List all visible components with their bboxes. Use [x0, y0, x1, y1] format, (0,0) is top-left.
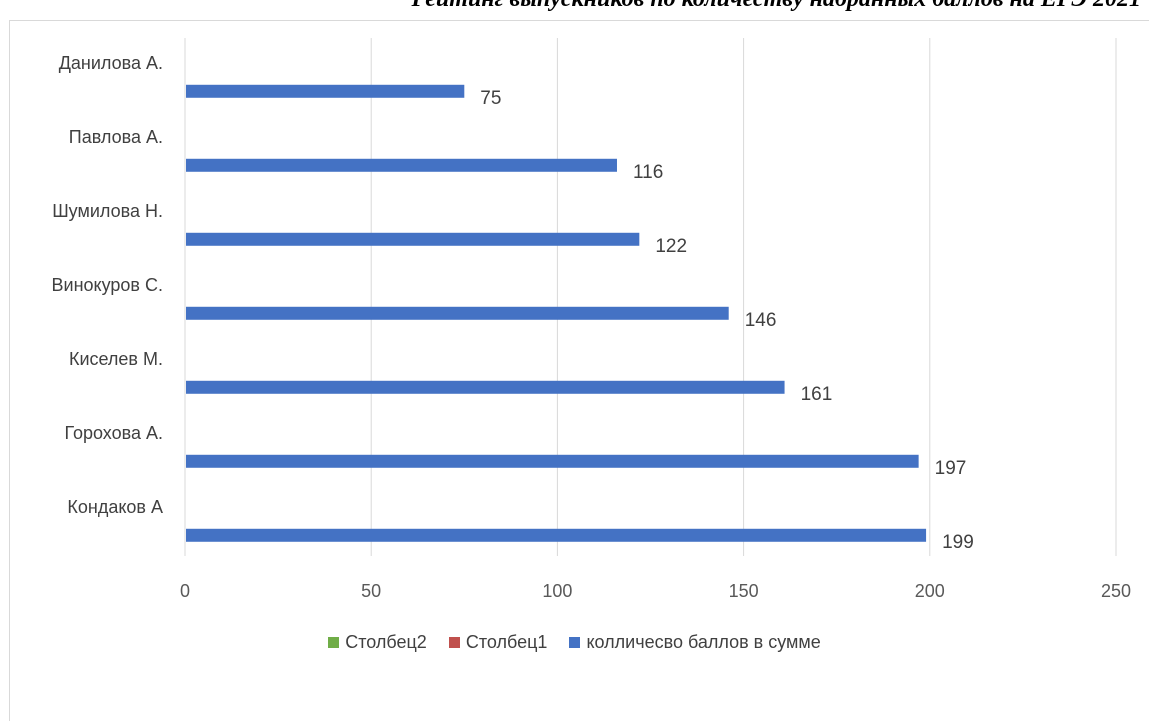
data-label: 75	[480, 88, 501, 109]
chart-legend: Столбец2 Столбец1 колличесво баллов в сумм…	[0, 632, 1149, 653]
bar	[186, 232, 640, 246]
x-tick-label: 50	[361, 581, 381, 601]
data-label: 161	[801, 384, 833, 405]
legend-swatch	[448, 637, 460, 648]
x-tick-label: 150	[729, 581, 759, 601]
chart-frame	[9, 20, 1149, 721]
x-tick-label: 200	[915, 581, 945, 601]
data-label: 146	[745, 310, 777, 331]
category-label: Горохова А.	[64, 423, 163, 443]
x-tick-label: 250	[1101, 581, 1131, 601]
category-label: Шумилова Н.	[52, 201, 163, 221]
category-label: Павлова А.	[69, 127, 163, 147]
legend-label: колличесво баллов в сумме	[586, 632, 821, 652]
legend-swatch	[328, 637, 340, 648]
category-label: Винокуров С.	[52, 275, 163, 295]
bar	[186, 454, 919, 468]
legend-label: Столбец2	[345, 632, 427, 652]
bar	[186, 158, 617, 172]
chart-title: Рейтинг выпускников по количеству набран…	[0, 0, 1149, 13]
bar	[186, 84, 465, 98]
category-label: Кондаков А	[67, 497, 163, 517]
legend-item: Столбец1	[448, 632, 548, 653]
bar	[186, 306, 729, 320]
x-tick-label: 100	[542, 581, 572, 601]
legend-label: Столбец1	[465, 632, 548, 652]
bar	[186, 380, 785, 394]
data-label: 197	[935, 458, 967, 479]
category-label: Данилова А.	[59, 53, 163, 73]
legend-swatch	[569, 637, 581, 648]
data-label: 122	[655, 236, 687, 257]
data-label: 199	[942, 532, 974, 553]
legend-item: колличесво баллов в сумме	[569, 632, 821, 653]
x-tick-label: 0	[180, 581, 190, 601]
category-label: Киселев М.	[69, 349, 163, 369]
bar	[186, 528, 927, 542]
data-label: 116	[633, 162, 663, 183]
chart-plot: 0 50 100 150 200 250 Данилова А. 75 Павлова А. 11…	[52, 38, 1131, 601]
legend-item: Столбец2	[328, 632, 427, 653]
